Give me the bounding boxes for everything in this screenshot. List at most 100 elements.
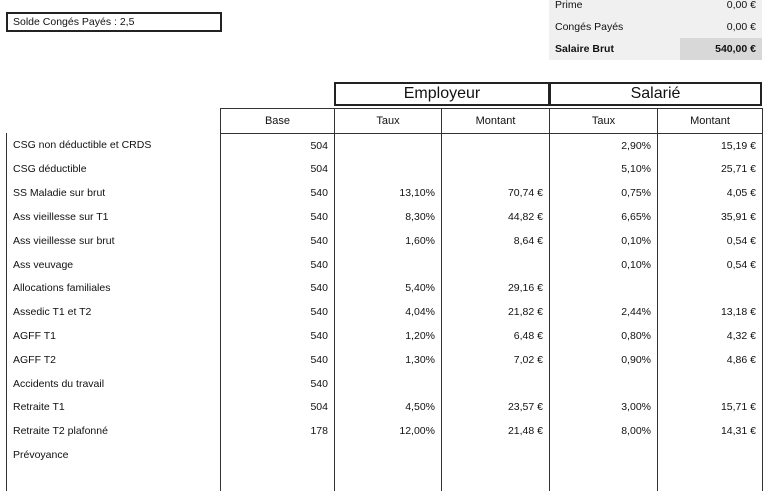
summary-value: 0,00 € [726,21,756,33]
header-taux-salarie: Taux [549,108,658,134]
row-montant-employeur: 8,64 € [441,228,550,253]
table-row: SS Maladie sur brut 540 13,10% 70,74 €0,75%… [6,181,763,206]
row-taux-employeur [334,157,442,182]
table-row: Assedic T1 et T2 540 4,04% 21,82 €2,44% 13,1… [6,300,763,325]
row-taux-salarie: 2,90% [549,133,658,158]
row-montant-salarie [657,371,763,396]
row-taux-employeur: 1,60% [334,228,442,253]
row-base: 178 [220,419,335,444]
table-row: Ass veuvage 540 0,10% 0,54 € [6,252,763,277]
row-base [220,443,335,467]
row-label: CSG déductible [6,157,221,182]
row-base: 504 [220,395,335,420]
row-taux-employeur: 4,50% [334,395,442,420]
row-montant-salarie: 0,54 € [657,228,763,253]
row-label: Allocations familiales [6,276,221,301]
row-base: 504 [220,133,335,158]
row-taux-employeur: 1,30% [334,347,442,372]
row-montant-salarie [657,443,763,467]
row-label: SS Maladie sur brut [6,181,221,206]
row-base: 540 [220,324,335,348]
table-row: CSG non déductible et CRDS 504 2,90% 15,19 … [6,133,763,158]
row-taux-salarie [549,443,658,467]
row-base: 540 [220,276,335,301]
row-taux-employeur [334,466,442,491]
row-montant-employeur [441,133,550,158]
table-row: AGFF T2 540 1,30% 7,02 €0,90% 4,86 € [6,347,763,372]
table-row: Prévoyance [6,443,763,467]
row-taux-employeur: 5,40% [334,276,442,301]
table-row: Retraite T2 plafonné 178 12,00% 21,48 €8,00… [6,419,763,444]
row-montant-employeur [441,157,550,182]
header-blank [7,109,221,134]
row-montant-employeur [441,371,550,396]
cotisations-header-row: Base Taux Montant Taux Montant [7,108,763,134]
row-montant-employeur [441,466,550,491]
header-montant-employeur: Montant [441,108,550,134]
salarie-group-label: Salarié [630,85,681,102]
employeur-group-label: Employeur [403,85,481,102]
row-montant-employeur: 6,48 € [441,324,550,348]
row-montant-salarie: 4,86 € [657,347,763,372]
row-label: Ass vieillesse sur brut [6,228,221,253]
table-row [6,466,763,491]
row-base: 540 [220,371,335,396]
row-montant-employeur: 21,82 € [441,300,550,325]
row-montant-employeur: 21,48 € [441,419,550,444]
row-taux-salarie: 3,00% [549,395,658,420]
salarie-group-header: Salarié [549,82,762,106]
row-label: AGFF T1 [6,324,221,348]
row-montant-employeur: 23,57 € [441,395,550,420]
row-taux-employeur [334,252,442,277]
row-montant-salarie [657,276,763,301]
row-label: Retraite T1 [6,395,221,420]
employeur-group-header: Employeur [334,82,550,106]
row-montant-salarie: 25,71 € [657,157,763,182]
row-taux-salarie [549,466,658,491]
row-taux-salarie: 0,90% [549,347,658,372]
table-row: Ass vieillesse sur brut 540 1,60% 8,64 €0,1… [6,228,763,253]
summary-label: Congés Payés [555,21,624,33]
solde-conges-label: Solde Congés Payés : 2,5 [13,16,135,28]
row-label: Ass veuvage [6,252,221,277]
row-taux-employeur: 1,20% [334,324,442,348]
summary-label: Salaire Brut [555,43,614,55]
header-base: Base [220,108,335,134]
row-montant-employeur: 44,82 € [441,205,550,229]
row-base: 540 [220,228,335,253]
row-montant-employeur: 29,16 € [441,276,550,301]
row-taux-employeur [334,133,442,158]
row-taux-salarie: 0,75% [549,181,658,206]
row-montant-salarie: 0,54 € [657,252,763,277]
header-montant-salarie: Montant [657,108,763,134]
row-montant-salarie [657,466,763,491]
row-montant-salarie: 35,91 € [657,205,763,229]
row-taux-salarie: 0,80% [549,324,658,348]
row-taux-salarie [549,276,658,301]
solde-conges-box: Solde Congés Payés : 2,5 [6,12,222,32]
row-taux-salarie: 0,10% [549,228,658,253]
row-taux-employeur [334,443,442,467]
row-taux-salarie [549,371,658,396]
row-base: 540 [220,347,335,372]
row-montant-employeur: 7,02 € [441,347,550,372]
row-montant-salarie: 13,18 € [657,300,763,325]
row-montant-salarie: 4,32 € [657,324,763,348]
summary-value: 0,00 € [726,0,756,11]
salary-summary-table: Prime 0,00 € Congés Payés 0,00 € Salaire Bru… [549,0,762,60]
table-row: Allocations familiales 540 5,40% 29,16 € [6,276,763,301]
row-montant-employeur [441,443,550,467]
row-base [220,466,335,491]
row-taux-employeur [334,371,442,396]
cotisations-table: Base Taux Montant Taux Montant CSG non d… [6,108,763,491]
row-montant-employeur [441,252,550,277]
row-label: Prévoyance [6,443,221,467]
row-label: Accidents du travail [6,371,221,396]
summary-label: Prime [555,0,583,11]
row-taux-employeur: 12,00% [334,419,442,444]
row-label: AGFF T2 [6,347,221,372]
header-taux-employeur: Taux [334,108,442,134]
row-taux-salarie: 2,44% [549,300,658,325]
row-taux-salarie: 6,65% [549,205,658,229]
table-row: Retraite T1 504 4,50% 23,57 €3,00% 15,71 € [6,395,763,420]
